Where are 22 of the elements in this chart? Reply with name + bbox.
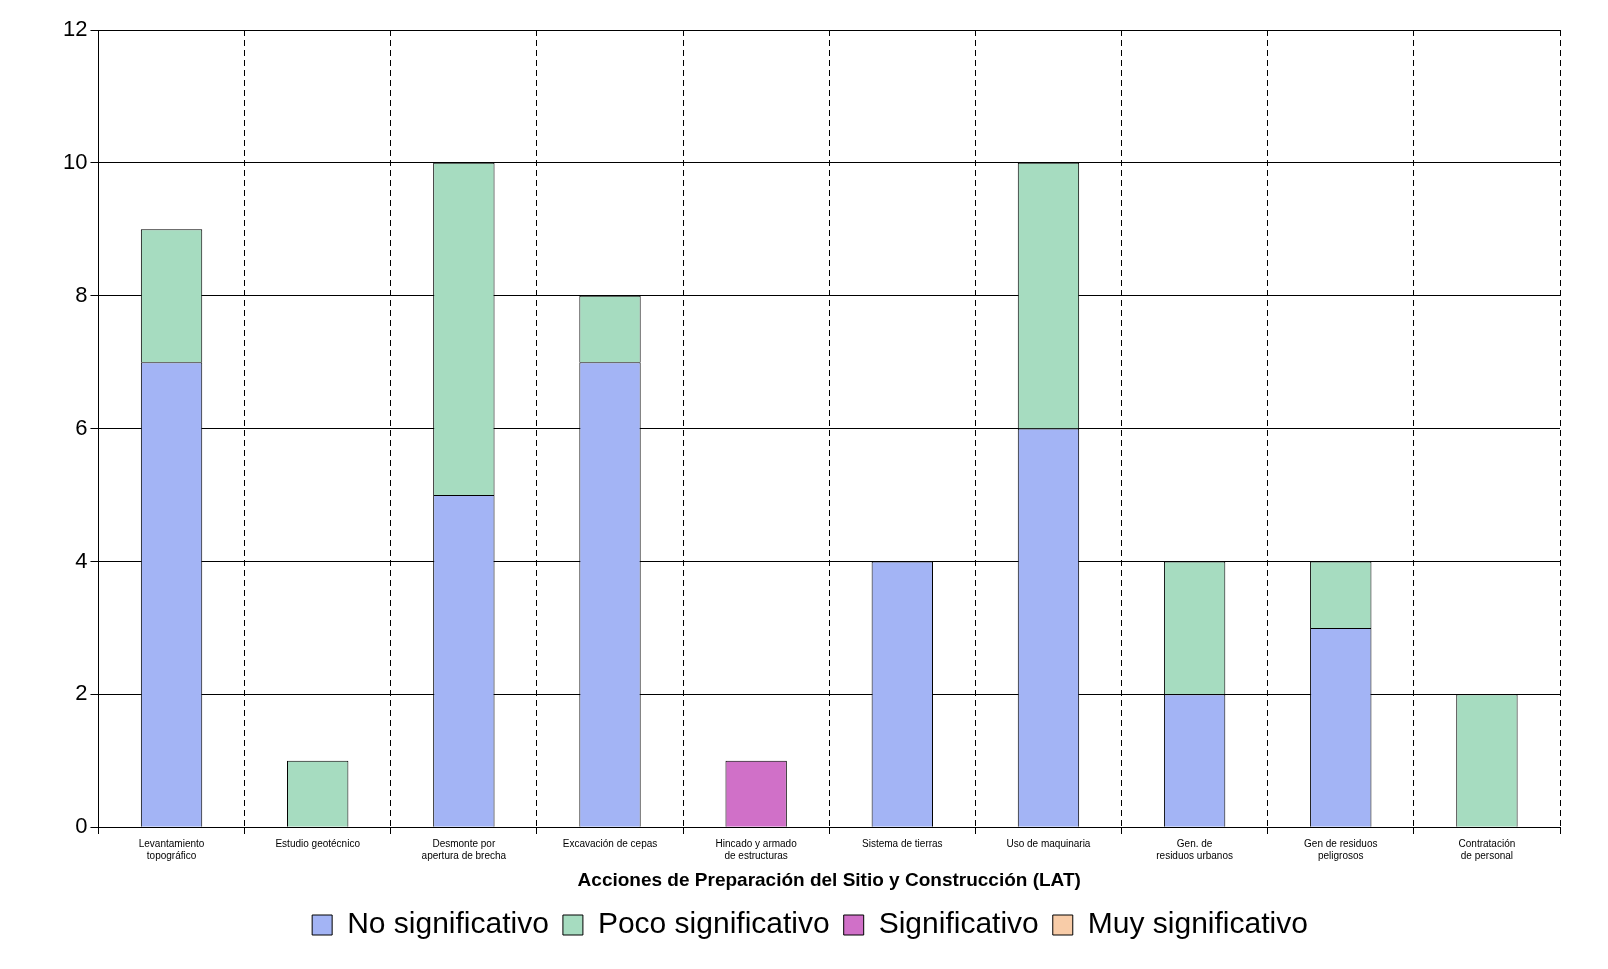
y-tick-label: 10: [62, 148, 88, 174]
x-tick-label: Contratación de personal: [1458, 837, 1516, 861]
y-tick-label: 4: [75, 547, 88, 573]
x-tick-label: Gen. de residuos urbanos: [1156, 837, 1233, 861]
legend-label: Significativo: [878, 906, 1039, 940]
legend-label: Poco significativo: [597, 906, 830, 940]
x-tick-label: Estudio geotécnico: [275, 837, 361, 849]
x-axis-title: Acciones de Preparación del Sitio y Construcción (LAT): [577, 868, 1081, 890]
x-tick-label: Gen de residuos peligrosos: [1304, 837, 1378, 861]
y-tick-label: 2: [75, 680, 88, 706]
x-tick-label: Levantamiento topográfico: [138, 837, 205, 861]
x-tick-label: Sistema de tierras: [862, 837, 943, 849]
x-tick-label: Desmonte por apertura de brecha: [421, 837, 507, 861]
y-tick-label: 12: [62, 16, 88, 42]
legend-label: Muy significativo: [1087, 906, 1308, 940]
legend-label: No significativo: [347, 906, 549, 940]
y-tick-label: 0: [75, 813, 88, 839]
x-tick-label: Excavación de cepas: [562, 837, 658, 849]
y-tick-label: 8: [75, 281, 88, 307]
x-tick-label: Uso de maquinaria: [1006, 837, 1091, 849]
x-tick-label: Hincado y armado de estructuras: [715, 837, 798, 861]
y-tick-label: 6: [75, 414, 88, 440]
